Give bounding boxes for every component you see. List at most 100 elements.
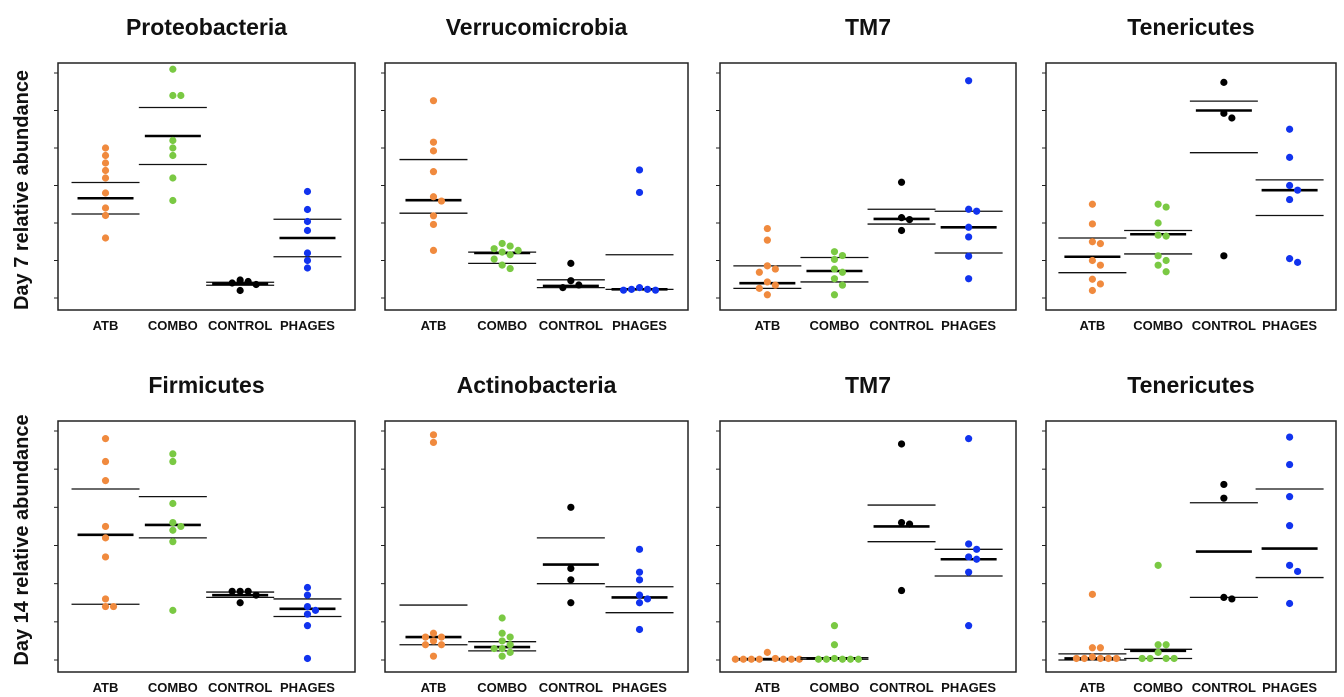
category-label: CONTROL <box>1192 680 1256 695</box>
data-point <box>755 268 763 276</box>
data-point <box>101 234 110 242</box>
data-point <box>1286 493 1294 501</box>
category-label: PHAGES <box>280 318 335 333</box>
data-point <box>244 277 252 286</box>
data-point <box>1072 654 1080 663</box>
data-point <box>1154 219 1162 227</box>
data-point <box>506 641 514 649</box>
data-point <box>101 477 110 485</box>
data-point <box>236 286 244 295</box>
data-point <box>973 207 981 215</box>
data-point <box>101 534 110 542</box>
category-label: CONTROL <box>208 318 272 333</box>
chart-panel: Firmicutes ATB COMBO CONTROL PHAGES <box>54 372 356 695</box>
data-point <box>437 197 446 205</box>
plot-frame <box>384 62 689 311</box>
data-point <box>771 654 779 663</box>
data-point <box>965 435 973 443</box>
panel-title: Verrucomicrobia <box>446 14 628 40</box>
data-point <box>244 587 252 595</box>
data-point <box>1138 654 1146 663</box>
data-point <box>421 641 430 649</box>
data-point <box>101 151 110 160</box>
data-point <box>169 457 177 466</box>
data-point <box>763 262 771 270</box>
data-point <box>1096 261 1104 269</box>
data-point <box>169 174 177 182</box>
data-point <box>1286 255 1294 263</box>
data-point <box>965 275 973 283</box>
data-point <box>1154 200 1162 208</box>
data-point <box>897 586 906 595</box>
data-point <box>838 268 847 276</box>
data-point <box>1162 268 1170 276</box>
data-point <box>236 587 244 595</box>
data-point <box>429 246 438 255</box>
data-point <box>437 633 446 641</box>
data-point <box>101 204 110 212</box>
data-point <box>169 91 177 100</box>
data-point <box>1286 181 1294 190</box>
data-point <box>739 655 747 663</box>
data-point <box>771 265 779 273</box>
category-label: COMBO <box>477 318 527 333</box>
data-point <box>429 147 438 155</box>
data-point <box>897 178 906 186</box>
data-point <box>830 641 839 649</box>
data-point <box>1088 653 1096 661</box>
data-point <box>177 522 185 531</box>
data-point <box>490 255 498 263</box>
data-point <box>763 291 771 299</box>
data-point <box>506 633 514 641</box>
data-point <box>236 599 244 607</box>
chart-panel: Verrucomicrobia ATB COMBO CONTROL PHAGES <box>381 14 689 333</box>
data-point <box>1286 522 1294 530</box>
data-point <box>429 652 438 660</box>
data-point <box>1088 644 1096 652</box>
data-point <box>567 277 575 285</box>
data-point <box>838 655 847 663</box>
data-point <box>1146 654 1154 663</box>
data-point <box>498 261 506 269</box>
data-point <box>965 223 973 231</box>
data-point <box>1154 261 1162 269</box>
data-point <box>1170 654 1178 663</box>
data-point <box>429 438 438 447</box>
data-point <box>101 602 110 611</box>
data-point <box>303 602 312 611</box>
category-label: CONTROL <box>208 680 272 695</box>
data-point <box>651 286 660 294</box>
data-point <box>1220 252 1228 260</box>
data-point <box>228 587 236 595</box>
data-point <box>101 189 110 197</box>
data-point <box>101 159 110 167</box>
plot-frame <box>57 62 356 311</box>
data-point <box>506 242 514 250</box>
data-point <box>1220 78 1228 86</box>
data-point <box>429 431 438 439</box>
data-point <box>1162 654 1170 663</box>
data-point <box>1162 641 1170 649</box>
data-point <box>731 655 739 663</box>
data-point <box>567 576 575 584</box>
data-point <box>830 265 839 273</box>
data-point <box>905 215 914 224</box>
data-point <box>905 520 914 528</box>
data-point <box>169 499 177 508</box>
data-point <box>429 220 438 229</box>
data-point <box>311 606 320 614</box>
category-label: PHAGES <box>941 318 996 333</box>
data-point <box>429 138 438 146</box>
data-point <box>830 622 839 630</box>
data-point <box>1088 275 1096 283</box>
category-label: PHAGES <box>612 680 667 695</box>
data-point <box>635 284 644 292</box>
data-point <box>763 278 771 286</box>
data-point <box>252 591 260 599</box>
data-point <box>514 246 522 255</box>
data-point <box>498 629 506 637</box>
data-point <box>498 644 506 653</box>
data-point <box>1228 595 1236 603</box>
data-point <box>897 226 906 235</box>
data-point <box>101 522 110 531</box>
